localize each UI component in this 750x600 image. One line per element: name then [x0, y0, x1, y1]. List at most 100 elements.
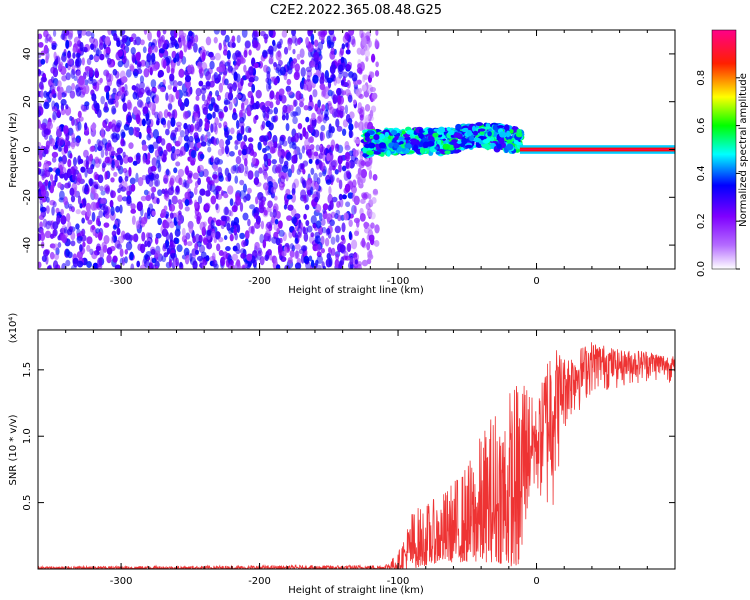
heatmap-cell	[188, 172, 193, 179]
heatmap-y-axis-label: Frequency (Hz)	[8, 112, 19, 188]
heatmap-cell	[129, 65, 135, 72]
heatmap-cell	[299, 101, 304, 108]
heatmap-cell	[136, 155, 141, 165]
heatmap-cell	[330, 236, 336, 245]
heatmap-cell	[345, 170, 351, 179]
heatmap-cell	[213, 71, 219, 81]
figure-title: C2E2.2022.365.08.48.G25	[270, 3, 442, 18]
heatmap-cell	[190, 149, 197, 159]
heatmap-cell	[251, 83, 256, 93]
heatmap-cell	[370, 222, 375, 229]
heatmap-cell	[275, 264, 281, 269]
heatmap-cell	[251, 102, 259, 110]
heatmap-cell	[187, 64, 192, 74]
heatmap-cell	[223, 193, 229, 199]
heatmap-cell	[513, 140, 519, 145]
heatmap-cell	[165, 168, 170, 176]
heatmap-cell	[368, 40, 372, 48]
heatmap-cell	[227, 185, 234, 195]
heatmap-cell	[232, 98, 237, 105]
heatmap-cell	[206, 176, 211, 183]
heatmap-cell	[345, 42, 349, 48]
heatmap-cell	[133, 126, 137, 137]
heatmap-cell	[74, 63, 80, 69]
heatmap-cell	[234, 232, 238, 241]
heatmap-cell	[93, 143, 98, 153]
heatmap-cell	[337, 65, 344, 75]
heatmap-cell	[108, 146, 115, 152]
heatmap-cell	[200, 134, 206, 143]
heatmap-cell	[310, 167, 315, 175]
heatmap-cell	[371, 55, 376, 62]
heatmap-cell	[104, 149, 109, 157]
heatmap-cell	[119, 70, 126, 81]
heatmap-cell	[167, 187, 175, 196]
heatmap-cell	[276, 63, 282, 72]
heatmap-cell	[128, 142, 134, 149]
heatmap-cell	[112, 108, 117, 114]
heatmap-cell	[77, 195, 82, 205]
heatmap-cell	[50, 76, 55, 84]
heatmap-cell	[335, 118, 340, 128]
heatmap-cell	[234, 62, 239, 70]
heatmap-cell	[73, 187, 77, 197]
heatmap-cell	[260, 220, 265, 230]
heatmap-cell	[109, 199, 114, 208]
heatmap-cell	[77, 121, 82, 131]
heatmap-cell	[163, 177, 168, 184]
heatmap-cell	[123, 123, 130, 131]
heatmap-cell	[319, 131, 324, 142]
heatmap-cell	[97, 174, 104, 184]
heatmap-cell	[120, 186, 127, 192]
heatmap-cell	[151, 157, 157, 167]
heatmap-cell	[223, 99, 231, 105]
heatmap-cell	[326, 35, 331, 45]
heatmap-cell	[146, 240, 151, 248]
heatmap-cell	[295, 250, 299, 259]
heatmap-cell	[340, 56, 345, 64]
heatmap-cell	[281, 30, 288, 38]
heatmap-cell	[148, 203, 154, 210]
heatmap-cell	[144, 260, 151, 268]
heatmap-cell	[142, 46, 147, 54]
heatmap-cell	[38, 141, 42, 148]
heatmap-cell	[285, 112, 289, 121]
heatmap-cell	[45, 144, 50, 155]
heatmap-cell	[194, 206, 200, 217]
heatmap-cell	[162, 79, 166, 86]
heatmap-cell	[45, 249, 50, 256]
heatmap-cell	[205, 80, 211, 87]
heatmap-cell	[211, 252, 216, 261]
heatmap-cell	[368, 249, 373, 259]
heatmap-cell	[271, 159, 277, 165]
heatmap-cell	[174, 43, 180, 50]
heatmap-cell	[218, 122, 222, 129]
heatmap-cell	[377, 149, 385, 153]
heatmap-cell	[67, 158, 72, 168]
heatmap-cell	[369, 211, 376, 220]
heatmap-cell	[287, 204, 294, 211]
heatmap-cell	[244, 230, 250, 240]
heatmap-cell	[323, 30, 328, 36]
heatmap-cell	[193, 42, 198, 53]
heatmap-cell	[342, 35, 348, 44]
heatmap-cell	[484, 145, 491, 150]
heatmap-cell	[232, 253, 239, 261]
heatmap-cell	[158, 135, 163, 143]
heatmap-cell	[305, 116, 310, 123]
heatmap-cell	[203, 238, 208, 246]
heatmap-cell	[193, 186, 198, 196]
heatmap-cell	[167, 119, 171, 130]
colorbar-tick-label: 0.2	[696, 213, 707, 229]
heatmap-cell	[287, 136, 292, 145]
heatmap-cell	[129, 251, 134, 261]
heatmap-cell	[99, 249, 105, 259]
heatmap-cell	[96, 243, 101, 251]
heatmap-cell	[372, 174, 378, 181]
heatmap-cell	[250, 95, 255, 105]
heatmap-cell	[287, 37, 292, 43]
heatmap-cell	[295, 90, 302, 101]
heatmap-cell	[309, 94, 313, 103]
heatmap-cell	[291, 154, 297, 164]
heatmap-cell	[66, 52, 72, 60]
